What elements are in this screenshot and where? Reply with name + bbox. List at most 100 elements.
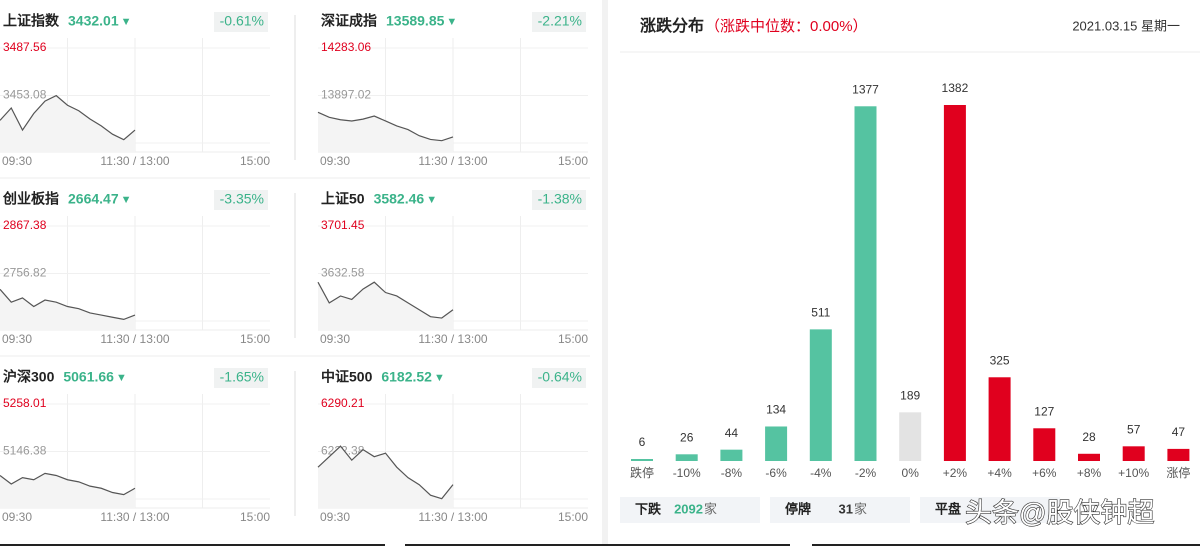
index-change: -0.64%: [538, 369, 582, 385]
x-tick-label: +6%: [1032, 466, 1057, 480]
index-price: 6182.52: [381, 369, 432, 385]
change-box: [532, 12, 586, 32]
bar: [943, 105, 966, 461]
x-tick-label: 0%: [902, 466, 920, 480]
bar: [765, 426, 788, 461]
change-box: [214, 190, 268, 210]
bar: [809, 329, 832, 461]
y-tick-label: 2756.82: [3, 266, 47, 280]
x-tick-label: 11:30 / 13:00: [100, 154, 169, 168]
x-tick-label: 15:00: [240, 154, 270, 168]
x-tick-label: 15:00: [558, 154, 588, 168]
area: [0, 289, 135, 330]
index-name: 上证指数: [3, 13, 60, 29]
bar: [720, 449, 743, 461]
value-label: 189: [900, 388, 920, 402]
area: [318, 282, 453, 330]
x-tick-label: +8%: [1077, 466, 1102, 480]
area: [318, 446, 453, 508]
stat-unit: 家: [704, 501, 717, 516]
bar: [1033, 428, 1056, 461]
stat-value: 31: [839, 501, 853, 516]
stat-label: 平盘: [935, 501, 961, 516]
stat-value: 2092: [674, 501, 703, 516]
down-arrow: ▼: [434, 372, 445, 384]
x-tick-label: 11:30 / 13:00: [100, 510, 169, 524]
value-label: 26: [680, 430, 694, 444]
y-tick-label: 3632.58: [321, 266, 365, 280]
index-name: 沪深300: [3, 369, 55, 385]
stat-label: 停牌: [785, 501, 811, 516]
index-price: 3582.46: [374, 191, 425, 207]
x-tick-label: 15:00: [240, 510, 270, 524]
y-tick-label: 3453.08: [3, 88, 47, 102]
down-arrow: ▼: [121, 16, 132, 28]
stat-box: [920, 497, 1060, 523]
date: 2021.03.15 星期一: [1072, 18, 1180, 33]
y-tick-label: 3701.45: [321, 218, 365, 232]
index-price: 5061.66: [63, 369, 114, 385]
bar: [899, 412, 922, 461]
x-tick-label: -2%: [855, 466, 877, 480]
value-label: 57: [1127, 422, 1141, 436]
price-line: [317, 111, 454, 142]
value-label: 1377: [852, 82, 879, 96]
x-tick-label: 11:30 / 13:00: [100, 332, 169, 346]
index-name: 上证50: [321, 191, 365, 207]
x-tick-label: -8%: [721, 466, 743, 480]
bar: [854, 106, 877, 461]
change-box: [214, 12, 268, 32]
y-tick-label: 3487.56: [3, 40, 47, 54]
value-label: 325: [990, 353, 1010, 367]
x-tick-label: 15:00: [558, 510, 588, 524]
index-name: 深证成指: [321, 13, 377, 29]
change-box: [532, 368, 586, 388]
value-label: 1382: [942, 81, 969, 95]
value-label: 6: [639, 435, 646, 449]
value-label: 134: [766, 403, 786, 417]
index-change: -0.61%: [220, 13, 264, 29]
bar: [988, 377, 1011, 461]
price-line: [0, 288, 136, 321]
value-label: 28: [1082, 430, 1096, 444]
price-line: [317, 281, 454, 319]
index-name: 创业板指: [2, 191, 59, 207]
x-tick-label: 09:30: [2, 510, 32, 524]
index-price: 2664.47: [68, 191, 119, 207]
x-tick-label: +4%: [987, 466, 1012, 480]
bar: [631, 459, 653, 461]
chart-title: 涨跌分布: [640, 16, 704, 35]
x-tick-label: 09:30: [2, 154, 32, 168]
y-tick-label: 2867.38: [3, 218, 47, 232]
down-arrow: ▼: [446, 16, 457, 28]
index-change: -1.65%: [220, 369, 264, 385]
price-line: [0, 472, 136, 496]
x-tick-label: +10%: [1118, 466, 1149, 480]
x-tick-label: 15:00: [558, 332, 588, 346]
y-tick-label: 14283.06: [321, 40, 371, 54]
watermark: 头条@股侠钟超: [965, 498, 1154, 528]
x-tick-label: 11:30 / 13:00: [418, 510, 487, 524]
price-line: [0, 94, 136, 141]
change-box: [214, 368, 268, 388]
area: [318, 112, 453, 152]
area: [0, 95, 135, 152]
value-label: 511: [811, 306, 830, 320]
x-tick-label: 09:30: [320, 332, 350, 346]
x-tick-label: 09:30: [320, 510, 350, 524]
stat-label: 下跌: [635, 501, 662, 516]
price-line: [317, 445, 454, 500]
index-name: 中证500: [321, 369, 373, 385]
area: [0, 473, 135, 508]
x-tick-label: -6%: [765, 466, 787, 480]
index-change: -2.21%: [538, 13, 582, 29]
dynamic: 上证指数3432.01▼-0.61%3418.603453.083487.560…: [0, 12, 1190, 529]
stat-unit: 家: [854, 501, 867, 516]
change-box: [532, 190, 586, 210]
index-price: 3432.01: [68, 13, 119, 29]
bar: [1122, 446, 1145, 461]
value-label: 127: [1034, 404, 1054, 418]
stat-box: [620, 497, 760, 523]
y-tick-label: 5146.38: [3, 444, 47, 458]
